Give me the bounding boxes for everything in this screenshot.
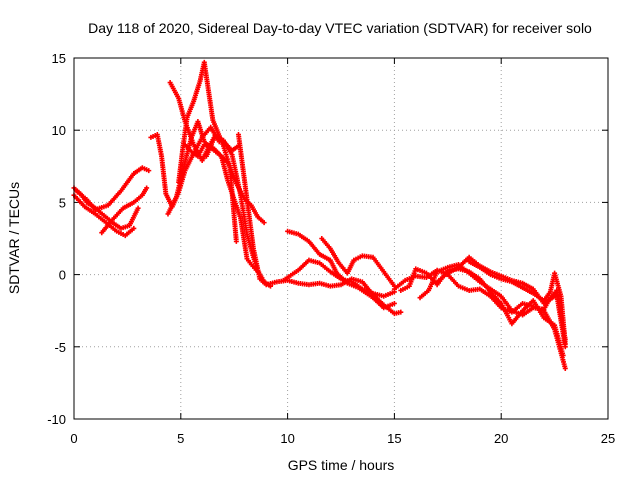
x-tick-label: 15 <box>387 431 401 446</box>
chart-title: Day 118 of 2020, Sidereal Day-to-day VTE… <box>88 20 592 36</box>
data-series <box>71 59 568 371</box>
y-tick-label: -10 <box>47 412 66 427</box>
series-track-16 <box>398 266 566 358</box>
series-line <box>394 269 566 369</box>
series-track-4 <box>99 185 150 236</box>
series-line <box>468 261 566 344</box>
data-point <box>398 309 404 315</box>
data-point <box>131 225 137 231</box>
data-point <box>261 220 267 226</box>
x-tick-label: 5 <box>177 431 184 446</box>
data-point <box>562 341 568 347</box>
data-point <box>560 352 566 358</box>
y-axis-label: SDTVAR / TECUs <box>6 182 22 294</box>
data-point <box>562 365 568 371</box>
grid <box>74 58 608 419</box>
y-tick-label: 0 <box>59 268 66 283</box>
series-track-9 <box>182 142 261 275</box>
data-point <box>135 205 141 211</box>
y-tick-label: 10 <box>52 123 66 138</box>
data-point <box>144 185 150 191</box>
series-line <box>287 230 395 309</box>
series-track-12 <box>280 257 397 299</box>
x-tick-label: 0 <box>70 431 77 446</box>
data-point <box>391 300 397 306</box>
data-point <box>233 238 239 244</box>
x-tick-label: 10 <box>280 431 294 446</box>
series-track-2 <box>71 192 137 239</box>
y-tick-label: -5 <box>54 340 66 355</box>
series-track-11 <box>235 132 404 317</box>
plot-frame <box>73 57 609 420</box>
series-track-14 <box>319 236 397 289</box>
series-track-13 <box>285 228 397 311</box>
series-line <box>237 134 401 315</box>
x-tick-label: 20 <box>494 431 508 446</box>
series-track-19 <box>466 259 568 347</box>
data-point <box>146 168 152 174</box>
x-tick-label: 25 <box>601 431 615 446</box>
x-axis-label: GPS time / hours <box>288 457 395 473</box>
y-tick-label: 5 <box>59 195 66 210</box>
series-track-3 <box>73 165 152 213</box>
y-tick-label: 15 <box>52 51 66 66</box>
